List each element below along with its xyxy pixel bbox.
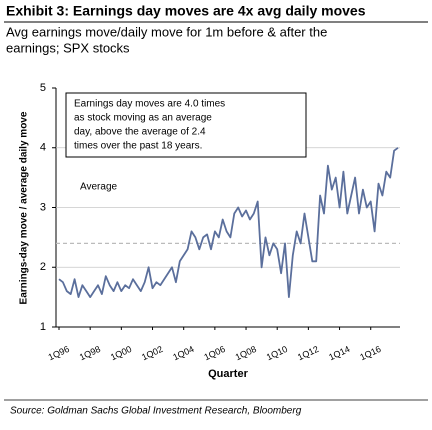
x-tick-label: 1Q14 [327,344,351,362]
y-tick-label: 3 [40,201,46,213]
y-tick-label: 4 [40,142,46,154]
y-tick-label: 2 [40,261,46,273]
x-tick-label: 1Q04 [171,344,195,362]
x-tick-label: 1Q98 [78,344,102,362]
x-tick-label: 1Q12 [296,344,320,362]
source: Source: Goldman Sachs Global Investment … [10,406,302,417]
x-axis-label: Quarter [208,368,248,380]
chart-title: Exhibit 3: Earnings day moves are 4x avg… [6,3,366,19]
y-tick-label: 5 [40,82,46,94]
average-label: Average [80,182,118,193]
subtitle: Avg earnings move/daily move for 1m befo… [6,24,327,39]
x-tick-label: 1Q00 [109,344,133,362]
annotation-text: day, above the average of 2.4 [74,127,206,138]
annotation-box [65,92,307,158]
x-tick-label: 1Q08 [234,344,258,362]
annotation-text: times over the past 18 years. [74,141,202,152]
y-tick-label: 1 [40,321,46,333]
subtitle: earnings; SPX stocks [6,40,130,55]
x-tick-label: 1Q16 [358,344,382,362]
x-tick-label: 1Q10 [265,344,289,362]
x-tick-label: 1Q02 [140,344,164,362]
y-axis-label: Earnings-day move / average daily move [19,111,30,304]
x-tick-label: 1Q96 [47,344,71,362]
annotation-text: Earnings day moves are 4.0 times [74,99,225,110]
line-series [58,147,399,298]
annotation-text: as stock moving as an average [74,113,212,124]
x-tick-label: 1Q06 [203,344,227,362]
